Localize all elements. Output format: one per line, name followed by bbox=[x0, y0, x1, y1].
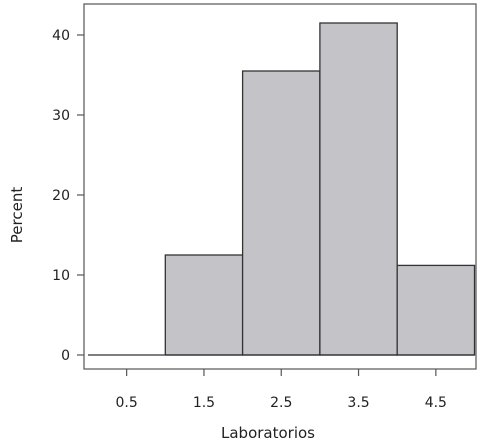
y-tick-label-20: 20 bbox=[52, 188, 70, 204]
y-tick-label-0: 0 bbox=[61, 348, 70, 364]
y-axis: 0 10 20 30 40 bbox=[52, 28, 84, 364]
x-tick-label-2.5: 2.5 bbox=[270, 395, 292, 411]
x-tick-label-4.5: 4.5 bbox=[425, 395, 447, 411]
bar-4.5 bbox=[396, 264, 476, 356]
x-tick-label-0.5: 0.5 bbox=[116, 395, 138, 411]
y-tick-label-10: 10 bbox=[52, 268, 70, 284]
y-axis-label: Percent bbox=[8, 187, 26, 244]
y-tick-label-40: 40 bbox=[52, 28, 70, 44]
x-tick-label-1.5: 1.5 bbox=[193, 395, 215, 411]
bar-3.5 bbox=[319, 22, 398, 356]
x-axis: 0.5 1.5 2.5 3.5 4.5 bbox=[116, 369, 447, 411]
bar-1.5 bbox=[164, 254, 244, 356]
x-tick-label-3.5: 3.5 bbox=[347, 395, 369, 411]
bars-layer bbox=[88, 22, 476, 356]
bar-2.5 bbox=[241, 70, 321, 356]
y-tick-label-30: 30 bbox=[52, 108, 70, 124]
x-axis-label: Laboratorios bbox=[221, 424, 315, 442]
